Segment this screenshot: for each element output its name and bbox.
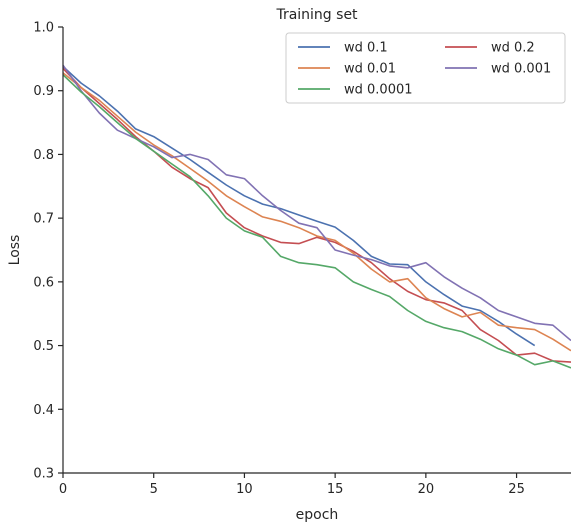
x-tick-label: 25 xyxy=(508,482,525,497)
y-axis-label: Loss xyxy=(7,235,23,266)
legend: wd 0.1 wd 0.2 wd 0.01 wd 0.001 wd 0.0001 xyxy=(285,32,566,104)
y-tick-label: 0.8 xyxy=(33,148,54,163)
x-tick-label: 15 xyxy=(327,482,344,497)
x-tick-label: 20 xyxy=(418,482,435,497)
series-line-wd-0-01 xyxy=(62,72,571,352)
y-tick-label: 0.7 xyxy=(33,212,54,227)
series-line-wd-0-001 xyxy=(62,64,571,342)
axes: 0.3 0.4 0.5 0.6 0.7 0.8 0.9 1.0 0 5 10 15 20 25 xyxy=(33,21,571,497)
y-tick-label: 0.6 xyxy=(33,275,54,290)
legend-label: wd 0.01 xyxy=(344,62,396,77)
series-line-wd-0-0001 xyxy=(62,74,571,369)
legend-label: wd 0.2 xyxy=(491,41,535,56)
y-tick-label: 0.4 xyxy=(33,403,54,418)
series-line-wd-0-2 xyxy=(62,67,571,363)
series-line-wd-0-1 xyxy=(62,65,536,347)
chart-title: Training set xyxy=(275,7,358,23)
legend-frame xyxy=(285,32,566,104)
x-tick-label: 10 xyxy=(236,482,253,497)
x-axis-label: epoch xyxy=(296,507,339,523)
y-tick-label: 0.9 xyxy=(33,84,54,99)
plot-lines xyxy=(62,64,571,369)
y-tick-label: 0.5 xyxy=(33,339,54,354)
y-tick-label: 1.0 xyxy=(33,21,54,36)
x-tick-label: 0 xyxy=(59,482,67,497)
legend-label: wd 0.0001 xyxy=(344,83,413,98)
y-tick-label: 0.3 xyxy=(33,467,54,482)
x-tick-label: 5 xyxy=(150,482,158,497)
legend-label: wd 0.1 xyxy=(344,41,388,56)
legend-label: wd 0.001 xyxy=(491,62,551,77)
